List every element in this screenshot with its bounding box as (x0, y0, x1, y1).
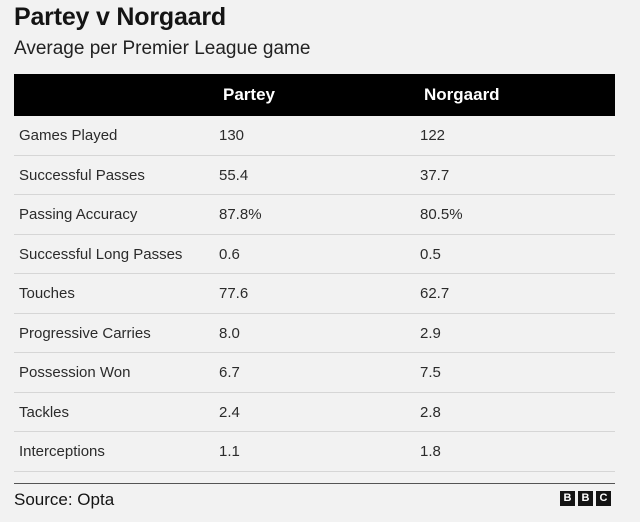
norgaard-value: 2.8 (420, 403, 441, 421)
norgaard-value: 2.9 (420, 324, 441, 342)
row-label: Possession Won (19, 364, 131, 381)
norgaard-value: 122 (420, 127, 446, 144)
footer-divider (14, 483, 615, 484)
table-body: Games Played 130 122 Successful Passes 5… (14, 116, 615, 472)
partey-value: 8.0 (219, 324, 240, 342)
bbc-logo-block: B (560, 491, 575, 506)
table-row: Progressive Carries 8.0 2.9 (14, 314, 615, 353)
table-row: Interceptions 1.1 1.8 (14, 432, 615, 472)
partey-value: 6.7 (219, 364, 240, 381)
table-row: Successful Passes 55.4 37.7 (14, 156, 615, 195)
header-cell-partey: Partey (223, 85, 275, 104)
norgaard-value: 1.8 (420, 443, 441, 460)
bbc-logo: B B C (560, 491, 611, 506)
table-row: Tackles 2.4 2.8 (14, 393, 615, 432)
norgaard-value: 62.7 (420, 285, 450, 302)
table-row: Touches 77.6 62.7 (14, 274, 615, 314)
row-label: Progressive Carries (19, 324, 151, 342)
norgaard-value: 37.7 (420, 166, 450, 184)
table-row: Possession Won 6.7 7.5 (14, 353, 615, 393)
table-row: Passing Accuracy 87.8% 80.5% (14, 195, 615, 235)
header-cell-norgaard: Norgaard (424, 85, 500, 104)
row-label: Interceptions (19, 443, 105, 460)
bbc-logo-block: B (578, 491, 593, 506)
partey-value: 2.4 (219, 403, 240, 421)
norgaard-value: 80.5% (420, 206, 463, 223)
row-label: Successful Long Passes (19, 245, 183, 263)
norgaard-value: 0.5 (420, 245, 441, 263)
bbc-logo-block: C (596, 491, 611, 506)
row-label: Passing Accuracy (19, 206, 138, 223)
partey-value: 1.1 (219, 443, 240, 460)
chart-title: Partey v Norgaard (14, 3, 226, 31)
partey-value: 77.6 (219, 285, 249, 302)
partey-value: 130 (219, 127, 245, 144)
chart-subtitle: Average per Premier League game (14, 38, 311, 59)
row-label: Successful Passes (19, 166, 145, 184)
partey-value: 55.4 (219, 166, 249, 184)
row-label: Games Played (19, 127, 118, 144)
table-row: Successful Long Passes 0.6 0.5 (14, 235, 615, 274)
table-row: Games Played 130 122 (14, 116, 615, 156)
source-note: Source: Opta (14, 490, 115, 509)
partey-value: 0.6 (219, 245, 240, 263)
table-header: Partey Norgaard (14, 74, 615, 116)
row-label: Tackles (19, 403, 70, 421)
row-label: Touches (19, 285, 75, 302)
norgaard-value: 7.5 (420, 364, 441, 381)
partey-value: 87.8% (219, 206, 262, 223)
